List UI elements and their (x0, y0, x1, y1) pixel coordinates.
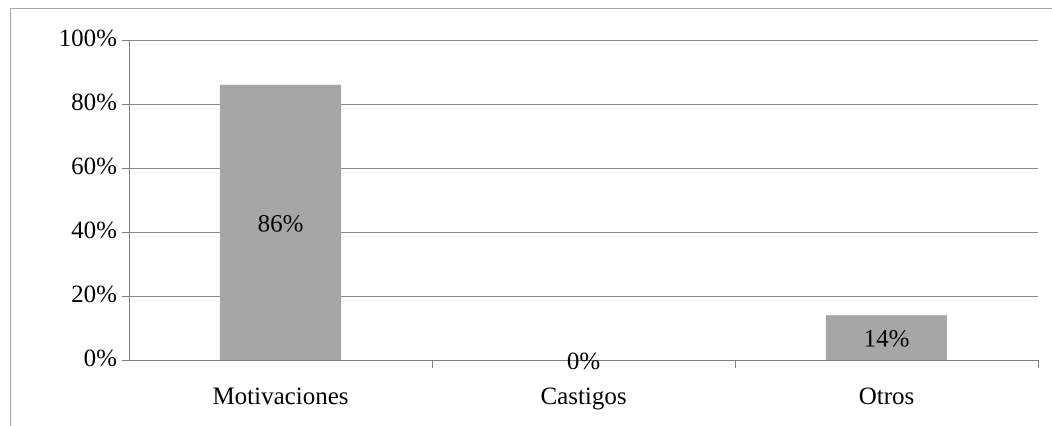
y-tick-label: 40% (71, 217, 117, 244)
bar-otros (825, 315, 948, 360)
bar-motivaciones (219, 84, 342, 361)
y-tick-label: 100% (59, 25, 117, 52)
x-tick-label: Otros (859, 383, 915, 410)
labels: 0% 20% 40% 60% 80% 100% Motivaciones 86% Castigo… (59, 25, 915, 410)
chart-frame (10, 8, 1052, 426)
y-tick-label: 60% (71, 153, 117, 180)
axes (122, 40, 1039, 368)
bars (219, 84, 948, 361)
y-tick-label: 80% (71, 89, 117, 116)
data-label: 0% (567, 348, 600, 375)
y-tick-label: 20% (71, 281, 117, 308)
data-label: 86% (258, 210, 304, 237)
data-label: 14% (864, 326, 910, 353)
x-tick-label: Castigos (540, 383, 626, 410)
x-tick-label: Motivaciones (212, 383, 348, 410)
y-tick-label: 0% (84, 345, 117, 372)
